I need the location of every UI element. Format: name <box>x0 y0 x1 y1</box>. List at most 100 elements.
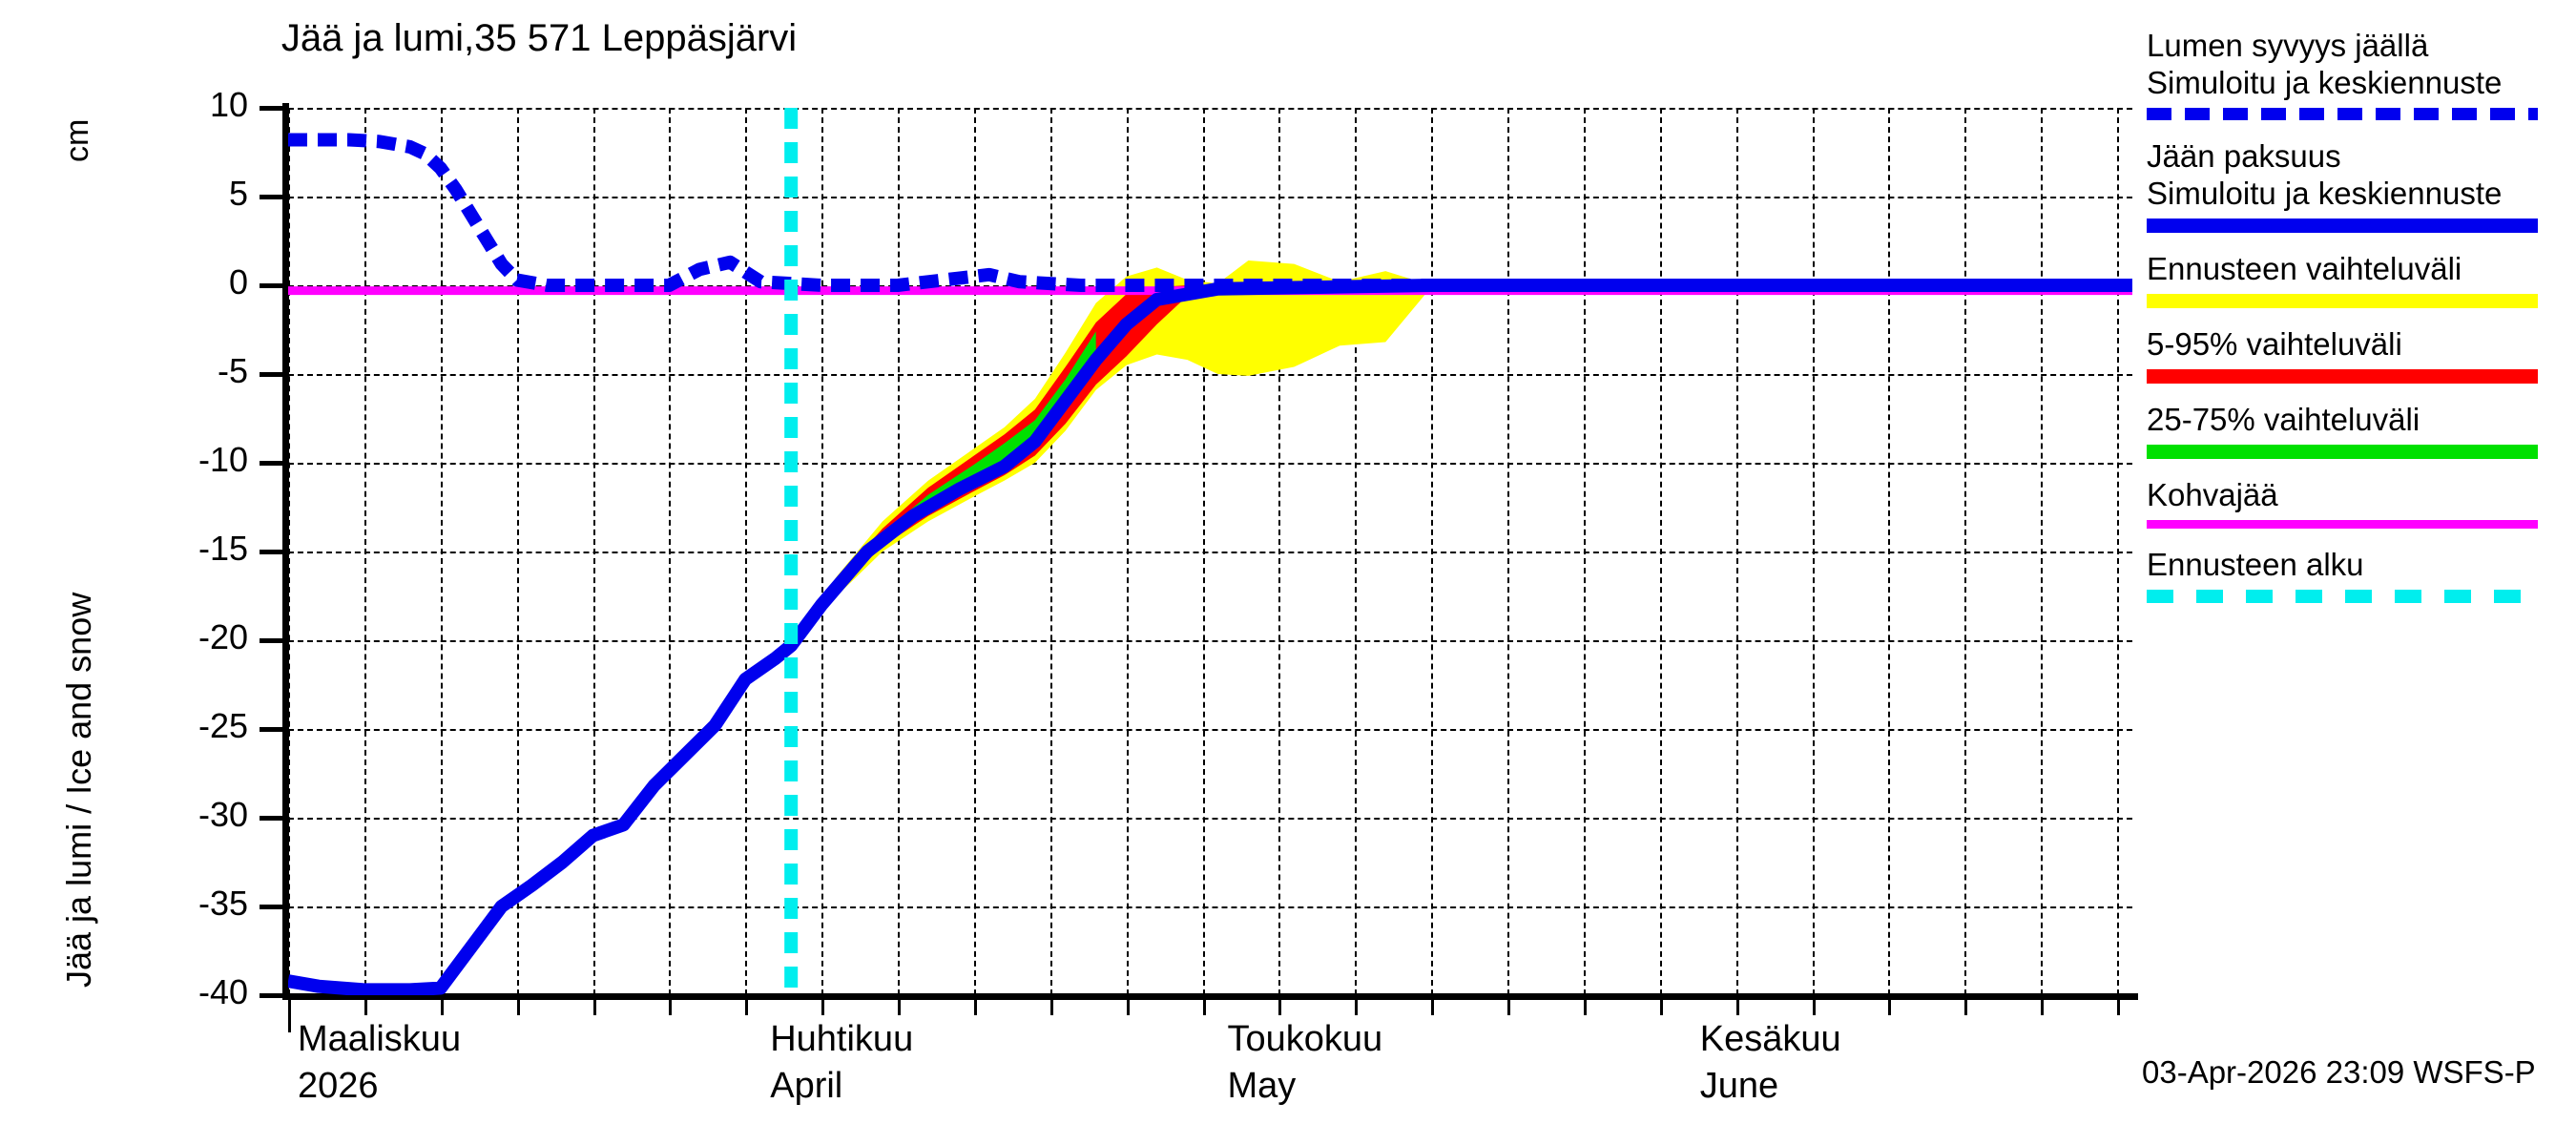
legend-item[interactable]: Ennusteen vaihteluväli <box>2147 250 2566 308</box>
gridline-v <box>2041 108 2044 995</box>
gridline-v <box>1964 108 1967 995</box>
x-tick <box>288 1000 291 1032</box>
series-line <box>288 133 2132 292</box>
y-tick-label: -20 <box>197 617 248 656</box>
y-axis-title: Jää ja lumi / Ice and snow <box>59 592 98 988</box>
legend-item-title: Ennusteen vaihteluväli <box>2147 251 2462 286</box>
gridline-v <box>1735 108 1738 995</box>
gridline-h <box>288 197 2132 198</box>
gridline-v <box>898 108 900 995</box>
x-tick-label-month: Toukokuu <box>1227 1019 1383 1059</box>
x-tick <box>364 1000 367 1015</box>
legend-swatch <box>2147 108 2538 120</box>
x-tick <box>669 1000 673 1015</box>
x-tick <box>1431 1000 1435 1015</box>
y-tick <box>260 993 288 998</box>
gridline-v <box>821 108 824 995</box>
legend-item[interactable]: Lumen syvyys jäällä Simuloitu ja keskienn… <box>2147 27 2566 120</box>
y-tick <box>260 461 288 466</box>
gridline-h <box>288 640 2132 642</box>
series-line <box>288 279 2132 995</box>
y-tick-label: -5 <box>217 351 248 390</box>
x-tick-label-sub: 2026 <box>298 1066 379 1106</box>
footer-timestamp: 03-Apr-2026 23:09 WSFS-P <box>2142 1054 2536 1090</box>
gridline-v <box>1126 108 1129 995</box>
legend-swatch <box>2147 520 2538 529</box>
legend-item-title: Kohvajää <box>2147 477 2278 512</box>
x-tick <box>1583 1000 1587 1015</box>
x-tick <box>1507 1000 1511 1015</box>
legend-item-subtitle: Simuloitu ja keskiennuste <box>2147 176 2503 211</box>
y-tick <box>260 195 288 199</box>
x-tick <box>2041 1000 2045 1015</box>
x-tick <box>1964 1000 1968 1015</box>
x-tick <box>1202 1000 1206 1015</box>
y-tick-label: -35 <box>197 884 248 923</box>
y-tick-label: 5 <box>228 174 248 213</box>
y-tick-label: -15 <box>197 529 248 568</box>
legend-swatch <box>2147 369 2538 384</box>
legend-item[interactable]: 25-75% vaihteluväli <box>2147 401 2566 459</box>
gridline-v <box>669 108 672 995</box>
x-tick <box>440 1000 444 1015</box>
gridline-v <box>1049 108 1052 995</box>
legend-item-title: 5-95% vaihteluväli <box>2147 326 2402 362</box>
legend-swatch <box>2147 590 2538 603</box>
legend-item[interactable]: Ennusteen alku <box>2147 546 2566 603</box>
gridline-v <box>1202 108 1205 995</box>
plot-area <box>288 108 2132 997</box>
x-tick <box>821 1000 825 1015</box>
gridline-v <box>1659 108 1662 995</box>
x-tick-label-sub: May <box>1227 1066 1297 1106</box>
legend-item-title: Ennusteen alku <box>2147 547 2364 582</box>
y-tick-label: -40 <box>197 972 248 1011</box>
legend-swatch <box>2147 219 2538 233</box>
x-tick <box>1049 1000 1053 1015</box>
x-tick <box>1278 1000 1282 1015</box>
legend-item-title: Jään paksuus <box>2147 138 2341 174</box>
forecast-band <box>791 260 1432 652</box>
gridline-v <box>2117 108 2120 995</box>
legend-swatch <box>2147 445 2538 459</box>
x-tick <box>1812 1000 1816 1015</box>
x-tick <box>973 1000 977 1015</box>
x-tick <box>1888 1000 1892 1015</box>
y-tick-label: 10 <box>209 85 248 124</box>
y-tick <box>260 283 288 288</box>
y-tick <box>260 816 288 821</box>
gridline-h <box>288 374 2132 376</box>
gridline-h <box>288 729 2132 731</box>
y-axis-unit: cm <box>59 118 95 162</box>
x-tick <box>1659 1000 1663 1015</box>
gridline-v <box>440 108 443 995</box>
x-tick <box>745 1000 749 1015</box>
x-tick-label-month: Maaliskuu <box>298 1019 462 1059</box>
y-tick <box>260 106 288 111</box>
y-tick <box>260 550 288 554</box>
gridline-h <box>288 108 2132 110</box>
legend-item[interactable]: 5-95% vaihteluväli <box>2147 325 2566 384</box>
x-tick-label-sub: April <box>770 1066 843 1106</box>
legend-item-title: 25-75% vaihteluväli <box>2147 402 2420 437</box>
x-tick-label-month: Kesäkuu <box>1699 1019 1841 1059</box>
gridline-v <box>364 108 366 995</box>
x-tick <box>2117 1000 2121 1015</box>
x-tick-label-month: Huhtikuu <box>770 1019 914 1059</box>
legend-item-subtitle: Simuloitu ja keskiennuste <box>2147 65 2503 100</box>
x-tick <box>1126 1000 1130 1015</box>
y-tick-label: -30 <box>197 795 248 834</box>
gridline-h <box>288 552 2132 553</box>
gridline-v <box>1431 108 1434 995</box>
chart-curves <box>288 108 2132 995</box>
gridline-v <box>288 108 290 995</box>
legend-item[interactable]: Jään paksuus Simuloitu ja keskiennuste <box>2147 137 2566 233</box>
gridline-v <box>1355 108 1358 995</box>
legend-swatch <box>2147 294 2538 308</box>
legend-item[interactable]: Kohvajää <box>2147 476 2566 529</box>
y-tick <box>260 372 288 377</box>
y-tick-label: -25 <box>197 706 248 745</box>
gridline-v <box>1278 108 1281 995</box>
x-tick <box>592 1000 596 1015</box>
gridline-v <box>1583 108 1586 995</box>
